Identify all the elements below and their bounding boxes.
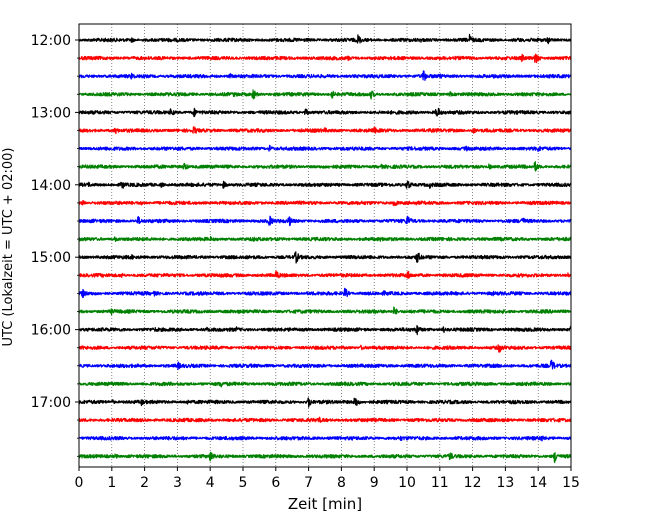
trace-row <box>78 435 572 442</box>
y-tick-label: 13:00 <box>31 105 71 121</box>
x-axis-ticks: 0 1 2 3 4 5 6 7 8 9 10 11 12 13 14 15 <box>75 467 580 491</box>
x-tick-label: 15 <box>562 475 580 491</box>
plot-frame <box>78 23 572 468</box>
trace-row <box>78 89 572 100</box>
vertical-grid <box>111 24 539 467</box>
trace-row <box>78 270 572 280</box>
x-tick-label: 14 <box>529 475 547 491</box>
trace-row <box>78 287 572 299</box>
x-tick-label: 7 <box>304 475 313 491</box>
trace-row <box>78 161 572 172</box>
trace-row <box>78 416 572 423</box>
trace-row <box>78 53 572 64</box>
x-tick-label: 6 <box>271 475 280 491</box>
trace-row <box>78 325 572 336</box>
x-tick-label: 2 <box>140 475 149 491</box>
y-axis-ticks: 12:00 13:00 14:00 15:00 16:00 17:00 <box>31 33 79 457</box>
trace-row <box>78 33 572 45</box>
y-tick-label: 16:00 <box>31 323 71 339</box>
x-tick-label: 4 <box>206 475 215 491</box>
x-tick-label: 10 <box>398 475 416 491</box>
trace-row <box>78 251 572 264</box>
x-tick-label: 3 <box>173 475 182 491</box>
x-tick-label: 0 <box>75 475 84 491</box>
trace-row <box>78 359 572 371</box>
trace-row <box>78 235 572 243</box>
trace-row <box>78 397 572 408</box>
trace-row <box>78 70 572 82</box>
trace-row <box>78 107 572 118</box>
x-tick-label: 12 <box>464 475 482 491</box>
trace-row <box>78 451 572 464</box>
x-tick-label: 1 <box>107 475 116 491</box>
trace-row <box>78 215 572 227</box>
x-tick-label: 13 <box>496 475 514 491</box>
x-tick-label: 11 <box>431 475 449 491</box>
trace-row <box>78 144 572 152</box>
x-axis-label: Zeit [min] <box>288 495 362 513</box>
x-tick-label: 9 <box>370 475 379 491</box>
y-tick-label: 17:00 <box>31 395 71 411</box>
trace-row <box>78 199 572 207</box>
seismic-traces <box>78 33 572 464</box>
y-tick-label: 14:00 <box>31 178 71 194</box>
trace-row <box>78 344 572 353</box>
trace-row <box>78 180 572 189</box>
y-tick-label: 12:00 <box>31 33 71 49</box>
x-tick-label: 8 <box>337 475 346 491</box>
trace-row <box>78 306 572 316</box>
x-tick-label: 5 <box>239 475 248 491</box>
trace-row <box>78 126 572 135</box>
y-tick-label: 15:00 <box>31 250 71 266</box>
y-axis-label: UTC (Lokalzeit = UTC + 02:00) <box>1 148 16 347</box>
trace-row <box>78 381 572 388</box>
